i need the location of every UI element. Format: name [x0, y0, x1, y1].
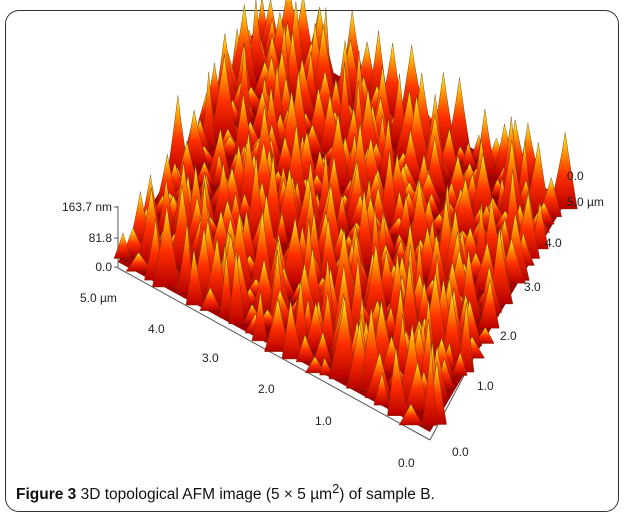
surface-peak [398, 403, 424, 426]
caption-label: Figure 3 [16, 486, 77, 504]
surface-peak [387, 346, 409, 416]
figure-frame [5, 10, 619, 512]
caption: Figure 3 3D topological AFM image (5 × 5… [16, 481, 435, 504]
caption-text: 3D topological AFM image (5 × 5 µm [80, 486, 333, 504]
surface-peak [205, 128, 232, 182]
left-tick-label: 3.0 [202, 351, 219, 365]
left-tick-label: 2.0 [258, 382, 275, 396]
surface-peak [324, 113, 351, 188]
surface-peak [549, 132, 578, 210]
caption-sup: 2 [332, 481, 340, 496]
right-tick-label: 0.0 [452, 445, 469, 459]
surface-peak [421, 342, 437, 426]
surface-peak [209, 54, 238, 140]
right-tick-label: 0.0 [567, 169, 584, 183]
surface-peak [311, 331, 333, 364]
right-tick-label: 3.0 [524, 280, 541, 294]
right-tick-label: 1.0 [477, 379, 494, 393]
surface-peak [456, 302, 475, 373]
surface-peak [295, 334, 317, 363]
left-tick-label: 0.0 [398, 456, 415, 470]
left-tick-label: 4.0 [148, 322, 165, 336]
surface-peak [451, 351, 468, 376]
surface-peak [362, 243, 390, 325]
surface-peak [236, 42, 252, 128]
surface-peak [318, 257, 336, 333]
surface-peak [249, 209, 274, 291]
surface-peak [199, 286, 222, 311]
surface-peak [311, 24, 338, 101]
right-tick-label: 4.0 [545, 236, 562, 250]
surface [113, 0, 578, 432]
surface-peak [319, 218, 342, 284]
surface-peak [156, 154, 179, 206]
surface-peak [334, 193, 350, 233]
left-tick-label: 1.0 [315, 414, 332, 428]
surface-peak [228, 249, 246, 324]
surface-peak [113, 232, 132, 259]
surface-peak [446, 77, 472, 154]
surface-peak [281, 300, 304, 360]
surface-peak [461, 141, 477, 168]
surface-peak [152, 205, 181, 288]
surface-peak [378, 149, 399, 225]
surface-peak [251, 290, 268, 342]
z-tick-label: 0.0 [95, 260, 112, 274]
right-tick-label: 5.0 µm [567, 195, 604, 209]
caption-text-end: ) of sample B. [339, 486, 435, 504]
surface-peak [248, 0, 266, 77]
afm-figure: 163.7 nm 81.8 0.0 5.0 µm 4.0 3.0 2.0 1.0 0.0 0.0 1… [62, 0, 604, 470]
surface-peak [157, 178, 176, 234]
surface-peak [273, 212, 289, 245]
left-axis-line [117, 267, 431, 441]
z-tick-label: 163.7 nm [62, 200, 112, 214]
right-tick-label: 2.0 [500, 329, 517, 343]
surface-peak [185, 248, 205, 306]
z-tick-label: 81.8 [89, 231, 113, 245]
surface-peak [378, 118, 397, 180]
surface-peak [478, 279, 500, 329]
left-tick-label: 5.0 µm [80, 291, 117, 305]
surface-peak [488, 227, 514, 305]
surface-peak [201, 72, 217, 147]
surface-peak [373, 372, 391, 406]
